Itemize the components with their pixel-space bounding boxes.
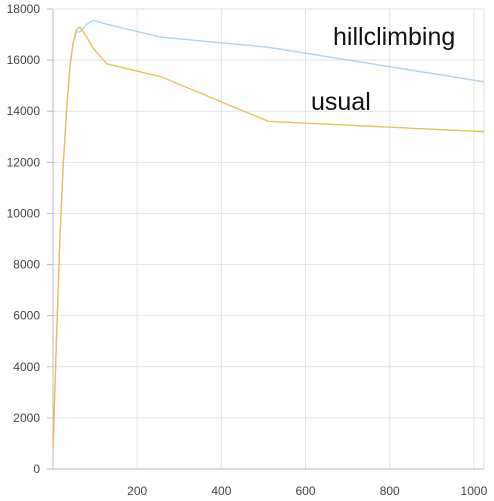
x-tick-label: 400 [211, 484, 231, 498]
series-label-usual: usual [311, 88, 371, 116]
axes [47, 8, 484, 470]
x-tick-label: 200 [127, 484, 147, 498]
x-tick-label: 800 [380, 484, 400, 498]
y-tick-label: 10000 [7, 206, 41, 220]
series-line-usual [52, 26, 485, 449]
series-label-hillclimbing: hillclimbing [333, 23, 455, 51]
y-tick-label: 8000 [13, 258, 40, 272]
x-tick-labels: 200 400 600 800 1000 [127, 484, 487, 498]
series-line-hillclimbing [52, 19, 485, 457]
series-lines [52, 19, 485, 457]
y-tick-label: 0 [33, 462, 40, 476]
x-tick-label: 600 [296, 484, 316, 498]
y-tick-label: 4000 [13, 360, 40, 374]
y-tick-label: 6000 [13, 309, 40, 323]
y-tick-label: 18000 [7, 2, 41, 16]
y-tick-label: 2000 [13, 411, 40, 425]
y-tick-labels: 0 2000 4000 6000 8000 10000 12000 14000 16000 180… [7, 2, 41, 476]
x-tick-label: 1000 [461, 484, 488, 498]
y-tick-label: 16000 [7, 53, 41, 67]
grid [53, 8, 485, 469]
y-tick-label: 14000 [7, 104, 41, 118]
y-tick-label: 12000 [7, 155, 41, 169]
